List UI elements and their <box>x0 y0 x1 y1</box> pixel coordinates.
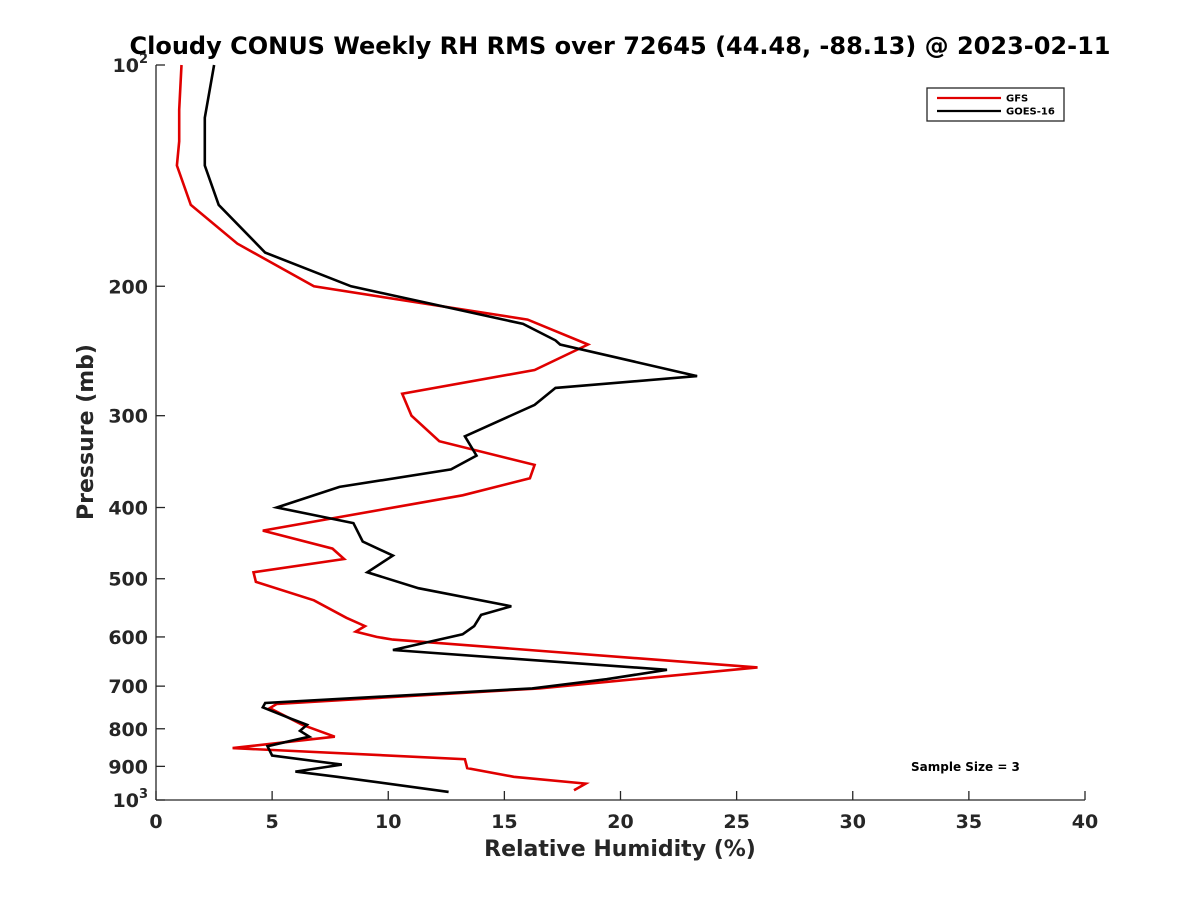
x-tick-label: 35 <box>956 811 982 833</box>
y-tick-label-exponent: 2 <box>139 52 148 67</box>
legend-box <box>926 87 1065 122</box>
legend: GFS GOES-16 <box>926 87 1065 122</box>
y-tick-label: 400 <box>108 498 148 520</box>
y-tick-label-base: 300 <box>108 406 148 428</box>
y-tick-label-base: 700 <box>108 676 148 698</box>
x-tick-label: 15 <box>491 811 517 833</box>
y-tick-label: 500 <box>108 569 148 591</box>
y-tick-label: 800 <box>108 719 148 741</box>
sample-size-annotation: Sample Size = 3 <box>911 760 1020 774</box>
x-tick-label: 30 <box>840 811 866 833</box>
legend-label-gfs: GFS <box>1006 94 1028 105</box>
x-tick-label: 20 <box>607 811 633 833</box>
y-tick-label: 700 <box>108 676 148 698</box>
y-tick-label: 600 <box>108 627 148 649</box>
x-tick-label: 0 <box>149 811 162 833</box>
x-tick-label: 25 <box>723 811 749 833</box>
y-tick-label: 102 <box>113 52 149 77</box>
y-tick-label: 300 <box>108 406 148 428</box>
y-tick-label: 900 <box>108 756 148 778</box>
y-tick-label-base: 600 <box>108 627 148 649</box>
x-axis-label: Relative Humidity (%) <box>484 837 756 862</box>
y-tick-label-base: 500 <box>108 569 148 591</box>
y-tick-label-base: 200 <box>108 276 148 298</box>
series-lines <box>175 64 758 794</box>
y-tick-label-base: 10 <box>113 790 139 812</box>
series-line-gfs <box>175 64 758 792</box>
chart-title: Cloudy CONUS Weekly RH RMS over 72645 (4… <box>130 32 1111 60</box>
y-tick-label-base: 10 <box>113 55 139 77</box>
y-tick-label-base: 400 <box>108 498 148 520</box>
y-tick-label-exponent: 3 <box>139 787 148 802</box>
x-tick-label: 10 <box>375 811 401 833</box>
y-tick-label-base: 900 <box>108 756 148 778</box>
legend-label-goes-16: GOES-16 <box>1006 107 1055 118</box>
y-tick-label: 103 <box>113 787 149 812</box>
series-line-goes-16 <box>203 64 698 794</box>
y-tick-label: 200 <box>108 276 148 298</box>
x-tick-label: 40 <box>1072 811 1098 833</box>
y-tick-label-base: 800 <box>108 719 148 741</box>
x-ticks: 0 5 10 15 20 25 30 35 40 <box>149 791 1098 833</box>
y-axis-label: Pressure (mb) <box>74 344 99 520</box>
x-tick-label: 5 <box>266 811 279 833</box>
